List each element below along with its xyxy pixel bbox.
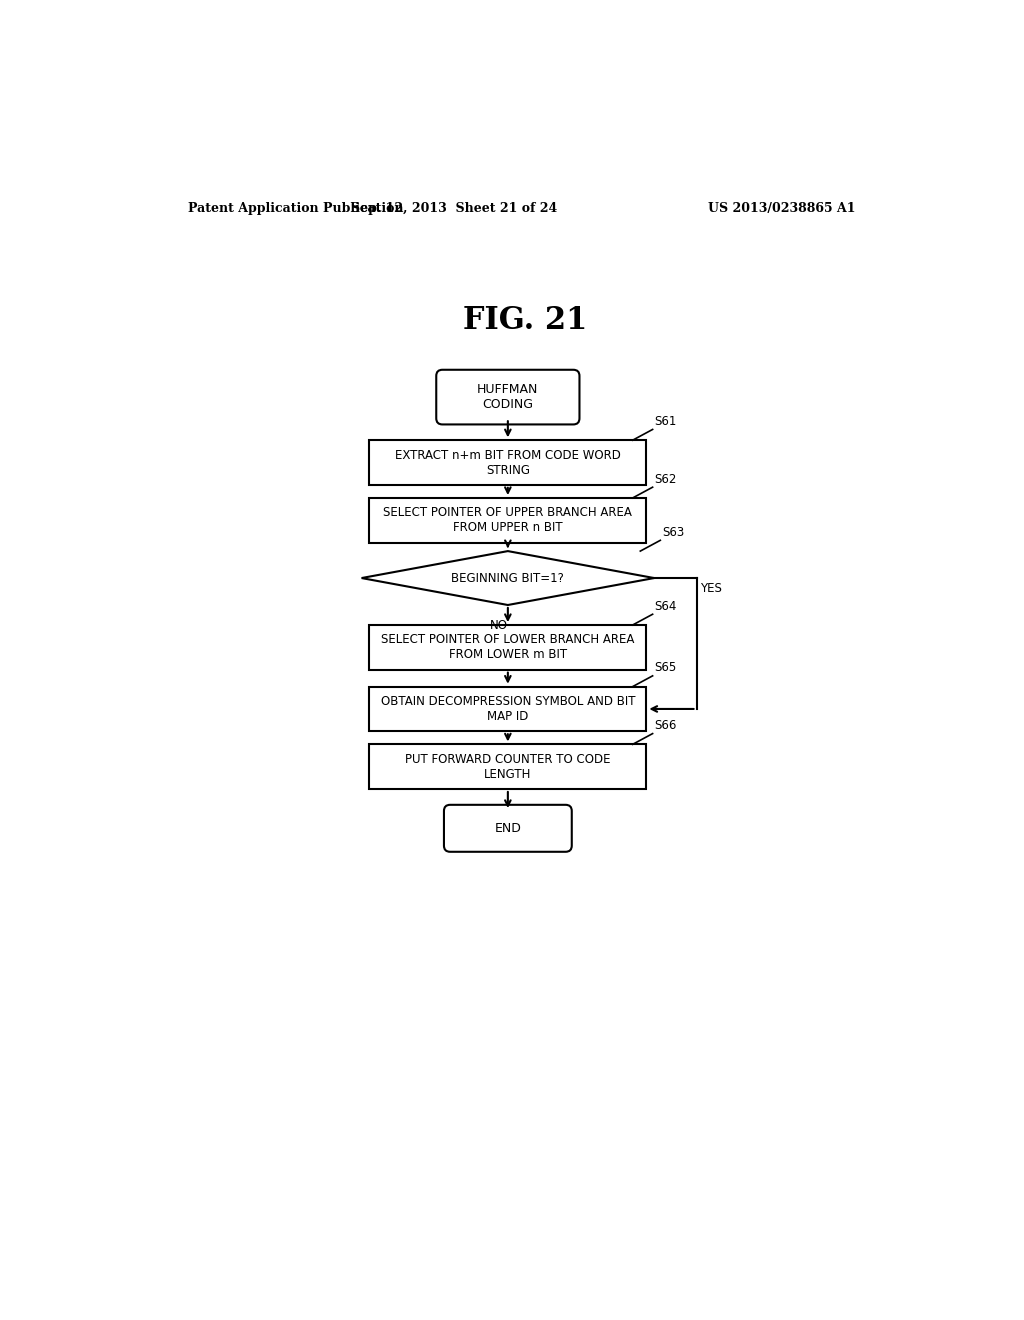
Text: S63: S63 xyxy=(662,525,684,539)
Text: S66: S66 xyxy=(654,719,677,733)
Text: BEGINNING BIT=1?: BEGINNING BIT=1? xyxy=(452,572,564,585)
Text: EXTRACT n+m BIT FROM CODE WORD
STRING: EXTRACT n+m BIT FROM CODE WORD STRING xyxy=(395,449,621,477)
Text: SELECT POINTER OF UPPER BRANCH AREA
FROM UPPER n BIT: SELECT POINTER OF UPPER BRANCH AREA FROM… xyxy=(383,507,632,535)
FancyBboxPatch shape xyxy=(436,370,580,425)
Text: Patent Application Publication: Patent Application Publication xyxy=(188,202,403,215)
Polygon shape xyxy=(361,552,654,605)
Bar xyxy=(370,686,646,731)
Text: S65: S65 xyxy=(654,661,677,675)
Bar xyxy=(370,744,646,789)
Text: S64: S64 xyxy=(654,599,677,612)
Text: END: END xyxy=(495,822,521,834)
Text: FIG. 21: FIG. 21 xyxy=(463,305,587,335)
Bar xyxy=(370,626,646,669)
FancyBboxPatch shape xyxy=(444,805,571,851)
Text: SELECT POINTER OF LOWER BRANCH AREA
FROM LOWER m BIT: SELECT POINTER OF LOWER BRANCH AREA FROM… xyxy=(381,634,635,661)
Text: S61: S61 xyxy=(654,414,677,428)
Text: Sep. 12, 2013  Sheet 21 of 24: Sep. 12, 2013 Sheet 21 of 24 xyxy=(351,202,557,215)
Text: YES: YES xyxy=(700,582,722,595)
Text: HUFFMAN
CODING: HUFFMAN CODING xyxy=(477,383,539,411)
Text: PUT FORWARD COUNTER TO CODE
LENGTH: PUT FORWARD COUNTER TO CODE LENGTH xyxy=(406,752,610,780)
Text: OBTAIN DECOMPRESSION SYMBOL AND BIT
MAP ID: OBTAIN DECOMPRESSION SYMBOL AND BIT MAP … xyxy=(381,694,635,723)
Bar xyxy=(370,441,646,484)
Text: NO: NO xyxy=(489,619,508,632)
Bar xyxy=(370,498,646,543)
Text: US 2013/0238865 A1: US 2013/0238865 A1 xyxy=(708,202,856,215)
Text: S62: S62 xyxy=(654,473,677,486)
